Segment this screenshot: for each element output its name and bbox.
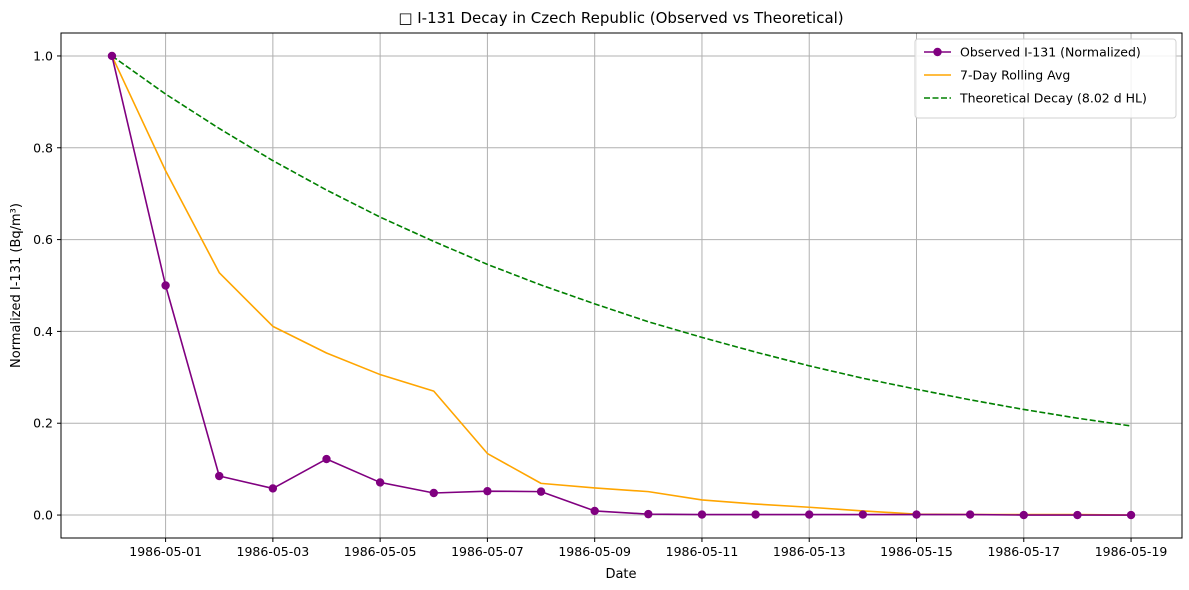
- x-tick-label: 1986-05-05: [344, 544, 417, 559]
- observed-data-point: [215, 471, 224, 481]
- observed-data-point: [1073, 510, 1082, 520]
- x-tick-label: 1986-05-09: [558, 544, 631, 559]
- observed-data-point: [1019, 510, 1028, 520]
- legend-swatch-marker: [933, 47, 942, 57]
- observed-data-point: [429, 488, 438, 498]
- legend-entry-label: Observed I-131 (Normalized): [960, 45, 1141, 60]
- y-tick-label: 0.0: [33, 508, 53, 523]
- y-tick-label: 0.2: [33, 416, 53, 431]
- x-tick-label: 1986-05-03: [237, 544, 310, 559]
- observed-data-point: [536, 487, 546, 496]
- y-tick-label: 0.6: [33, 232, 53, 247]
- x-tick-label: 1986-05-15: [880, 544, 953, 559]
- x-tick-label: 1986-05-19: [1095, 544, 1168, 559]
- observed-data-point: [965, 510, 975, 519]
- series-layer: [107, 51, 1136, 520]
- y-tick-label: 1.0: [33, 48, 53, 63]
- observed-data-point: [912, 510, 921, 519]
- x-axis-label: Date: [605, 567, 636, 582]
- legend: Observed I-131 (Normalized) 7-Day Rolling…: [914, 38, 1177, 119]
- x-tick-label: 1986-05-11: [666, 544, 739, 559]
- observed-data-point: [161, 281, 170, 290]
- observed-data-point: [590, 506, 599, 516]
- x-tick-label: 1986-05-07: [451, 544, 524, 559]
- y-axis-label: Normalized I-131 (Bq/m³): [9, 203, 24, 368]
- legend-box: [914, 38, 1177, 119]
- ticks: 1986-05-01 1986-05-03 1986-05-05 1986-05-07…: [33, 48, 1167, 559]
- observed-data-point: [107, 51, 117, 61]
- observed-data-point: [805, 510, 814, 519]
- observed-data-point: [1126, 510, 1136, 520]
- observed-data-point: [268, 484, 278, 493]
- legend-entry-label: 7-Day Rolling Avg: [960, 68, 1070, 83]
- observed-data-point: [751, 510, 760, 519]
- x-tick-label: 1986-05-17: [987, 544, 1060, 559]
- observed-data-point: [858, 510, 868, 519]
- observed-data-point: [644, 509, 653, 519]
- observed-data-point: [483, 486, 492, 496]
- x-tick-label: 1986-05-13: [773, 544, 846, 559]
- y-tick-label: 0.8: [33, 140, 53, 155]
- y-tick-label: 0.4: [33, 324, 53, 339]
- x-tick-label: 1986-05-01: [129, 544, 202, 559]
- observed-data-point: [697, 510, 707, 519]
- plot-frame: [60, 32, 1183, 539]
- series-line-1: [111, 55, 1132, 516]
- series-line-3: [111, 55, 1132, 427]
- observed-data-point: [375, 478, 385, 487]
- chart-title: □ I-131 Decay in Czech Republic (Observe…: [398, 9, 843, 27]
- observed-data-point: [322, 454, 331, 464]
- legend-entry-label: Theoretical Decay (8.02 d HL): [959, 91, 1147, 106]
